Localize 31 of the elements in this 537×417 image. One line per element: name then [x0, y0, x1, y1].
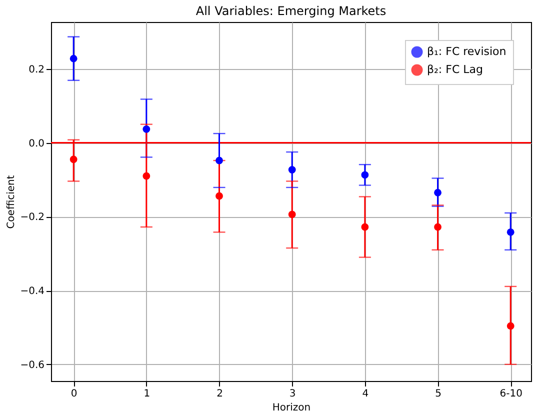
x-tick-label: 1 — [144, 388, 150, 400]
x-tick-label: 5 — [435, 388, 442, 400]
legend-label: β₂: FC Lag — [427, 63, 483, 76]
y-tick-label: 0.0 — [28, 138, 44, 150]
point — [506, 322, 514, 330]
legend-label: β₁: FC revision — [427, 45, 506, 58]
y-tick-label: −0.4 — [20, 286, 44, 298]
point — [434, 188, 442, 196]
chart-title: All Variables: Emerging Markets — [196, 4, 386, 18]
y-tick-label: −0.2 — [20, 212, 44, 224]
y-axis-title: Coefficient — [6, 175, 18, 229]
point — [288, 166, 296, 174]
x-axis-title: Horizon — [272, 402, 311, 414]
point — [506, 228, 514, 236]
point — [288, 210, 296, 218]
point — [216, 192, 223, 200]
point — [216, 156, 223, 164]
x-tick-label: 0 — [70, 388, 78, 400]
x-tick-label: 6-10 — [500, 388, 522, 400]
point — [70, 156, 78, 164]
point — [361, 171, 369, 179]
point — [434, 223, 442, 231]
x-tick-label: 4 — [362, 388, 369, 400]
point — [142, 125, 150, 133]
x-tick-label: 2 — [216, 388, 223, 400]
x-tick-label: 3 — [289, 388, 296, 400]
y-tick-label: 0.2 — [28, 64, 44, 76]
point — [142, 172, 150, 180]
y-tick-label: −0.6 — [20, 360, 44, 371]
point — [70, 54, 78, 62]
point — [361, 223, 369, 231]
